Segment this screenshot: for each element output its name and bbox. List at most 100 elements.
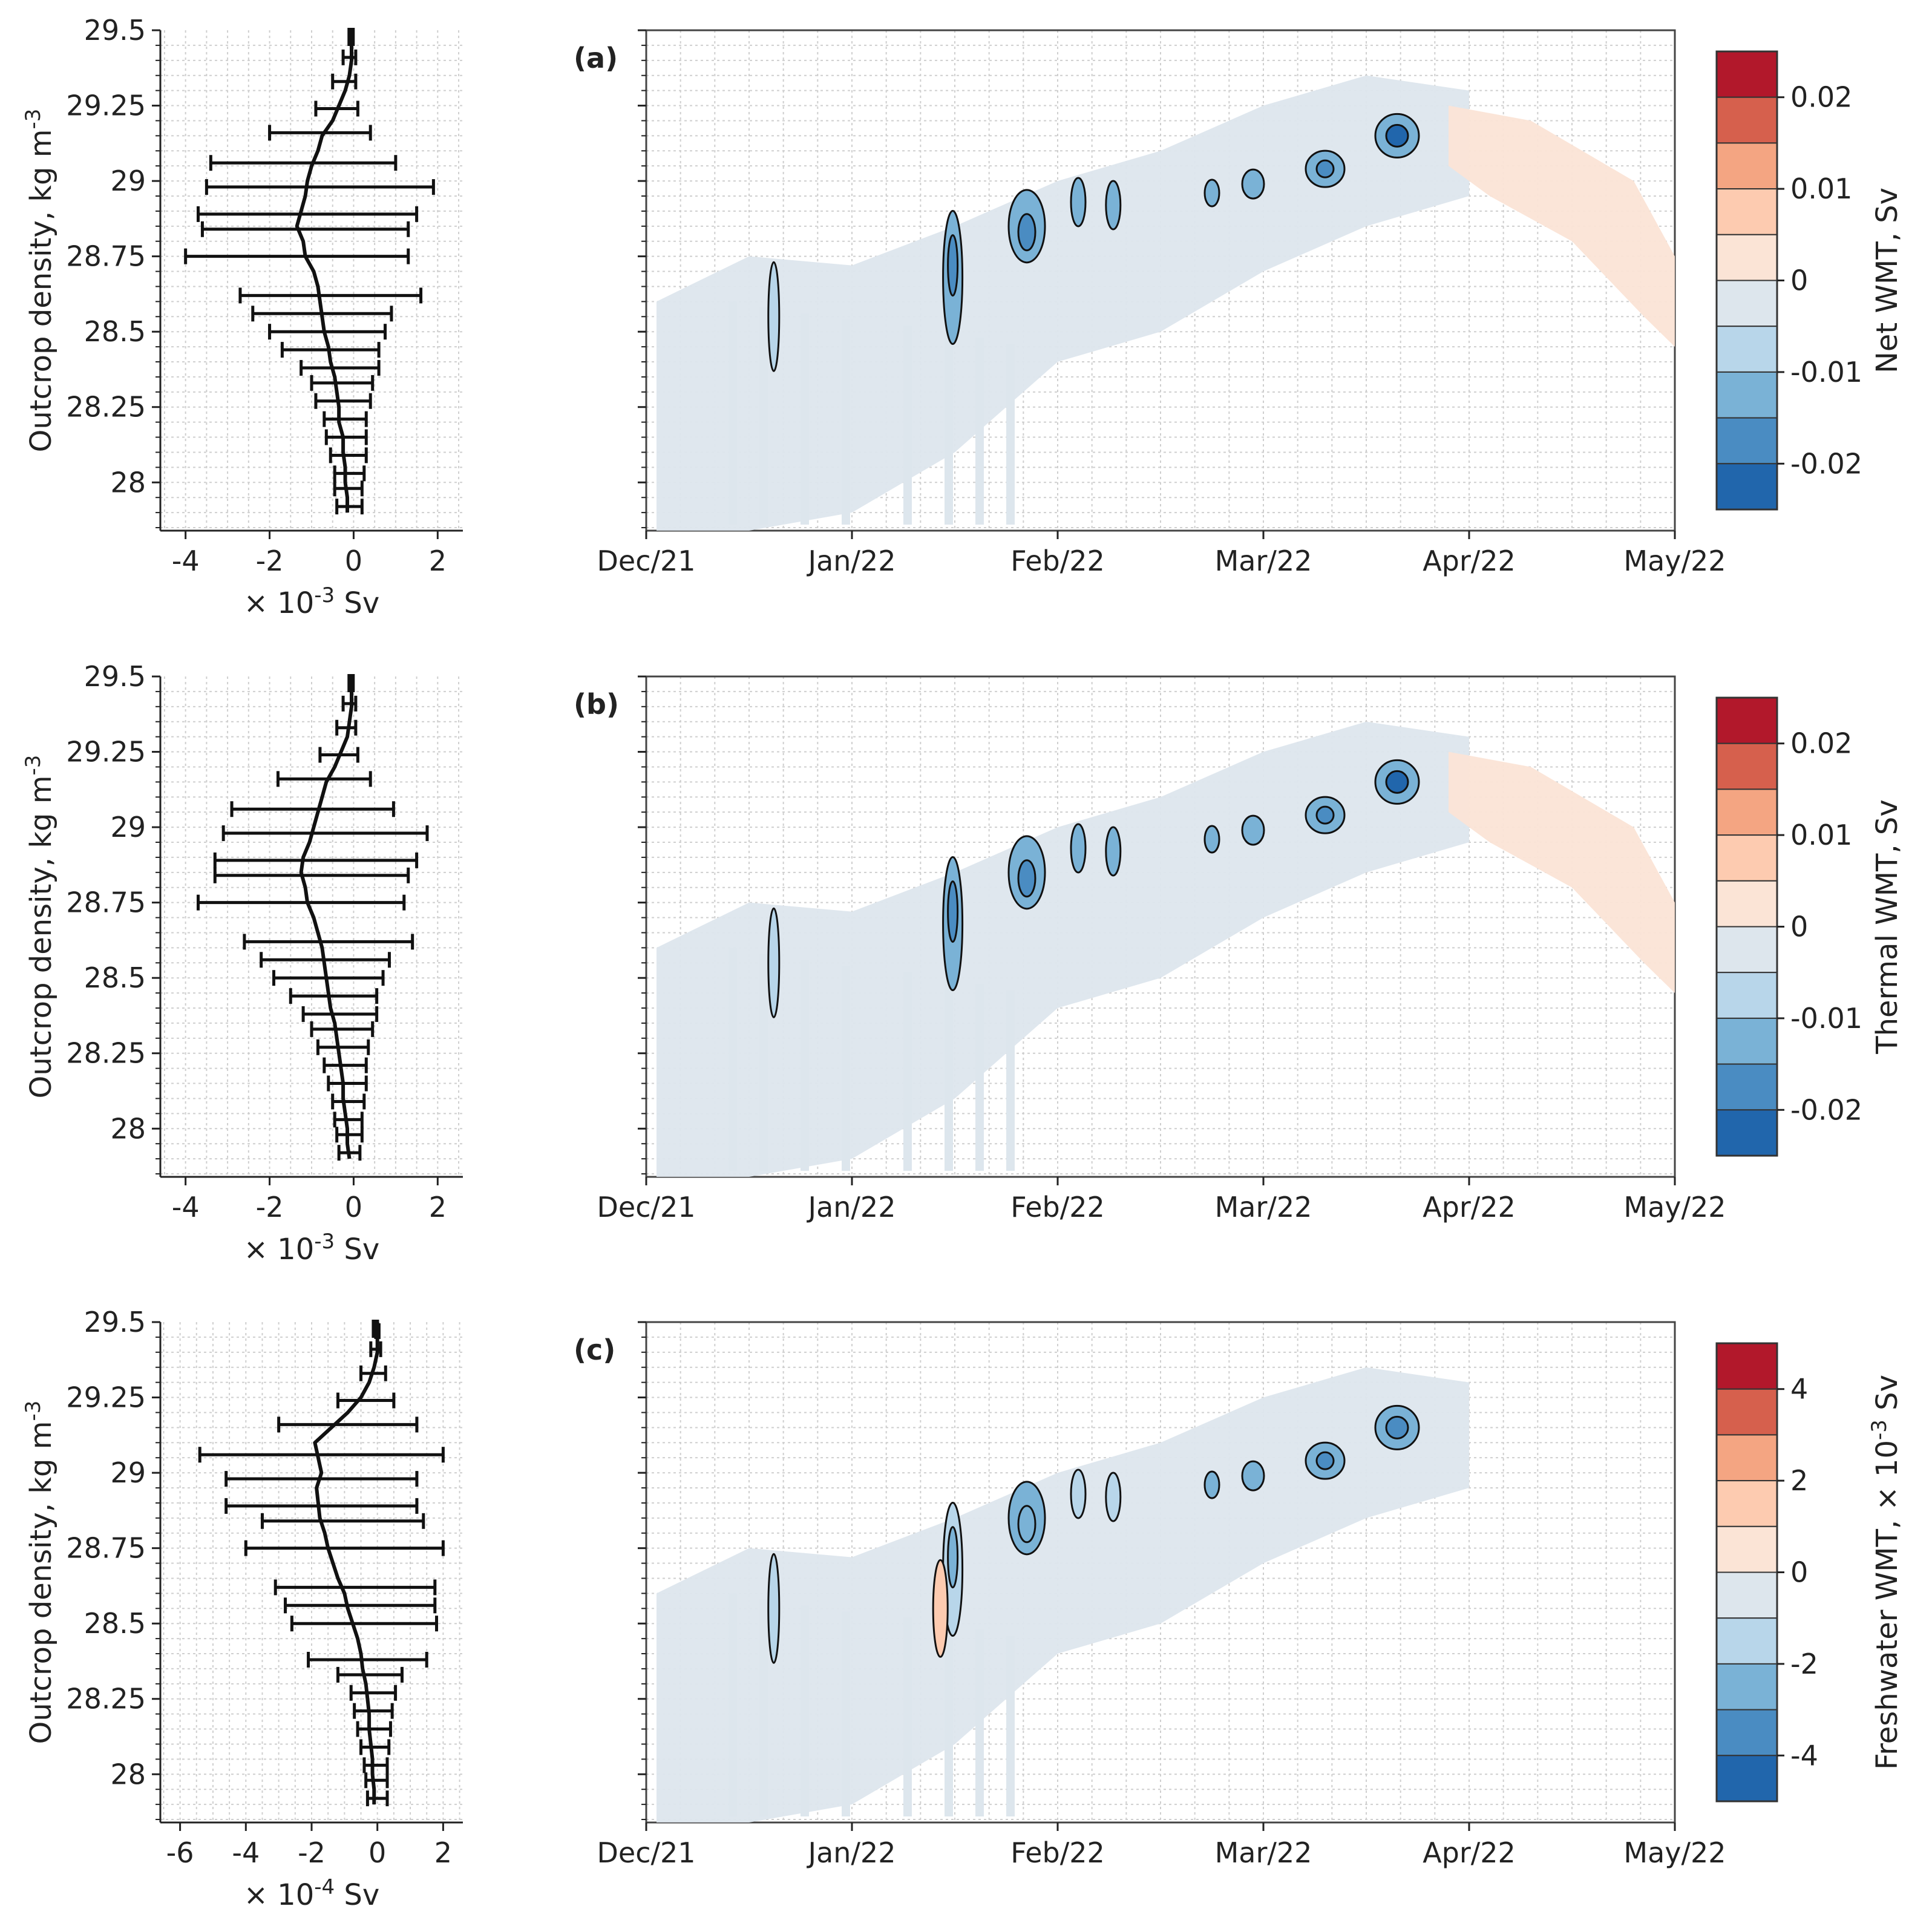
y-axis-label: Outcrop density, kg m-3: [21, 109, 58, 453]
x-tick-label: 0: [345, 545, 362, 577]
x-tick-label: 2: [429, 545, 447, 577]
streak: [975, 984, 984, 1171]
y-tick-label: 29.25: [66, 736, 146, 768]
colorbar: 0.02 0.01 0 -0.01 -0.02 Thermal WMT, Sv: [1715, 696, 1904, 1157]
streak: [842, 319, 850, 525]
contour-blob: [947, 880, 959, 943]
colorbar-tick-label: -0.01: [1790, 356, 1862, 388]
colorbar-tick-label: -0.01: [1790, 1002, 1862, 1035]
colorbar-level: [1716, 96, 1778, 144]
contour-blob: [1017, 1505, 1036, 1544]
x-tick-label: Jan/22: [807, 1836, 896, 1869]
negative-formation-band: [1449, 752, 1675, 994]
colorbar-level: [1716, 926, 1778, 974]
colorbar-level: [1716, 51, 1778, 98]
colorbar-tick-label: 0: [1790, 911, 1808, 943]
x-tick-label: Apr/22: [1423, 1191, 1516, 1223]
colorbar-tick-label: 0.02: [1790, 81, 1852, 114]
x-tick-label: Mar/22: [1215, 1836, 1312, 1869]
streak: [903, 1617, 912, 1817]
heatmap-panel: Dec/21 Jan/22 Feb/22 Mar/22 Apr/22 May/22 (c): [574, 1321, 1726, 1869]
streak: [801, 960, 809, 1171]
colorbar-level: [1716, 280, 1778, 327]
streak: [729, 948, 737, 1171]
y-tick-label: 28.75: [66, 886, 146, 919]
colorbar-label: Thermal WMT, Sv: [1870, 799, 1904, 1055]
profile-panel: 28 28.25 28.5 28.75 29 29.25 29.5 -4 -2 0 2 Outcrop…: [21, 660, 463, 1266]
colorbar-label: Net WMT, Sv: [1870, 188, 1904, 373]
y-tick-label: 28: [110, 466, 146, 499]
contour-blob: [1385, 123, 1409, 148]
y-tick-label: 28: [110, 1112, 146, 1145]
colorbar-level: [1716, 1709, 1778, 1757]
contour-blob: [1241, 168, 1265, 200]
y-tick-label: 28: [110, 1758, 146, 1790]
contour-blob: [1315, 1451, 1335, 1470]
positive-formation-band: [657, 721, 1469, 1177]
y-tick-label: 28.75: [66, 1532, 146, 1565]
streak: [842, 966, 850, 1171]
wmt-field: [657, 1367, 1469, 1822]
profile-panel: 28 28.25 28.5 28.75 29 29.25 29.5 -6 -4 -2 0 2 Outcr…: [21, 1306, 463, 1912]
contour-blob: [1203, 1470, 1220, 1499]
positive-formation-band: [657, 75, 1469, 531]
colorbar-level: [1716, 1343, 1778, 1390]
y-tick-label: 29: [110, 811, 146, 843]
colorbar-level: [1716, 834, 1778, 882]
colorbar-level: [1716, 1017, 1778, 1065]
contour-blob: [1017, 213, 1036, 252]
contour-blob: [1070, 1469, 1087, 1519]
mean-profile-line: [299, 676, 353, 1159]
contour-blob: [767, 907, 781, 1018]
streak: [903, 326, 912, 525]
x-tick-label: -4: [172, 1191, 200, 1223]
colorbar-tick-label: -2: [1790, 1648, 1818, 1680]
contour-blob: [1203, 825, 1220, 854]
y-tick-label: 29: [110, 1456, 146, 1489]
panel-label: (a): [574, 42, 618, 74]
profile-panel: 28 28.25 28.5 28.75 29 29.25 29.5 -4 -2 0 2 Outcrop…: [21, 14, 463, 620]
x-tick-label: Feb/22: [1010, 1836, 1104, 1869]
colorbar-level: [1716, 1434, 1778, 1482]
row-3: 28 28.25 28.5 28.75 29 29.25 29.5 -6 -4 -2 0 2 Outcr…: [21, 1306, 1904, 1912]
y-tick-label: 29.25: [66, 1381, 146, 1414]
x-tick-label: Apr/22: [1423, 545, 1516, 577]
contour-blob: [1385, 770, 1409, 794]
y-tick-label: 29: [110, 165, 146, 197]
x-tick-label: Feb/22: [1010, 545, 1104, 577]
x-tick-label: Jan/22: [807, 545, 896, 577]
streak: [759, 954, 768, 1171]
colorbar-tick-label: 0.02: [1790, 727, 1852, 760]
x-axis-label: × 10-3 Sv: [244, 1230, 380, 1266]
colorbar-level: [1716, 142, 1778, 190]
y-tick-label: 28.5: [84, 961, 146, 994]
colorbar-level: [1716, 1755, 1778, 1803]
x-tick-label: Dec/21: [597, 1836, 695, 1869]
colorbar-level: [1716, 1480, 1778, 1527]
x-tick-label: Feb/22: [1010, 1191, 1104, 1223]
colorbar-level: [1716, 371, 1778, 419]
contour-blob: [947, 234, 959, 297]
y-tick-label: 28.5: [84, 315, 146, 348]
streak: [975, 338, 984, 525]
colorbar-level: [1716, 788, 1778, 836]
streak: [1006, 344, 1015, 525]
colorbar-level: [1716, 188, 1778, 235]
contour-blob: [1105, 826, 1122, 877]
wmt-field: [657, 75, 1675, 531]
streak: [975, 1629, 984, 1817]
x-tick-label: Mar/22: [1215, 1191, 1312, 1223]
x-tick-label: -2: [256, 545, 284, 577]
streak: [1006, 990, 1015, 1171]
contour-blob: [1203, 178, 1220, 208]
x-tick-label: -4: [172, 545, 200, 577]
contour-blob: [1105, 180, 1122, 231]
streak: [945, 332, 953, 525]
colorbar-tick-label: -0.02: [1790, 447, 1862, 480]
contour-blob: [1241, 814, 1265, 846]
colorbar-level: [1716, 697, 1778, 744]
colorbar-tick-label: 0.01: [1790, 172, 1852, 205]
colorbar: 0.02 0.01 0 -0.01 -0.02 Net WMT, Sv: [1715, 50, 1904, 511]
x-tick-label: Dec/21: [597, 1191, 695, 1223]
y-axis-label: Outcrop density, kg m-3: [21, 1401, 58, 1744]
